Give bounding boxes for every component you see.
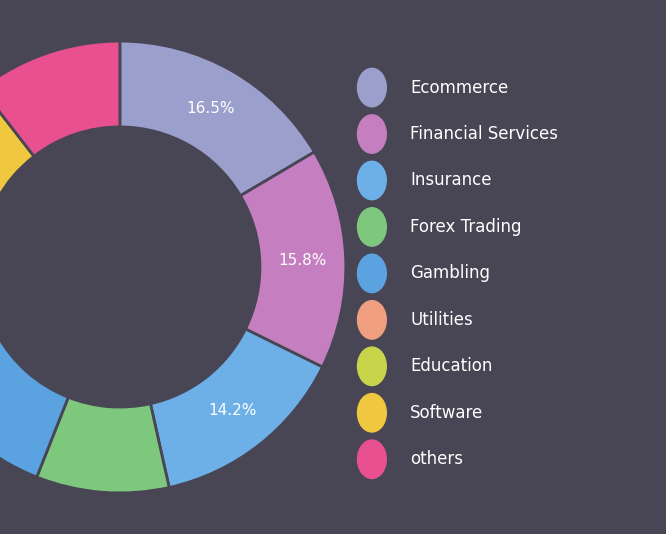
Circle shape [358, 394, 386, 432]
Text: Insurance: Insurance [410, 171, 492, 190]
Circle shape [358, 208, 386, 246]
Circle shape [358, 347, 386, 386]
Circle shape [358, 301, 386, 339]
Text: others: others [410, 450, 464, 468]
Wedge shape [151, 329, 322, 488]
Text: 16.5%: 16.5% [186, 100, 235, 115]
Text: Financial Services: Financial Services [410, 125, 558, 143]
Text: Software: Software [410, 404, 484, 422]
Wedge shape [0, 41, 120, 156]
Circle shape [358, 115, 386, 153]
Circle shape [358, 161, 386, 200]
Wedge shape [120, 41, 314, 195]
Circle shape [358, 254, 386, 293]
Text: Utilities: Utilities [410, 311, 473, 329]
Text: 14.2%: 14.2% [208, 403, 257, 418]
Circle shape [358, 68, 386, 107]
Text: Gambling: Gambling [410, 264, 490, 282]
Text: Ecommerce: Ecommerce [410, 78, 509, 97]
Text: 15.8%: 15.8% [278, 253, 327, 268]
Wedge shape [0, 89, 34, 200]
Wedge shape [37, 397, 169, 493]
Circle shape [358, 440, 386, 478]
Wedge shape [0, 334, 69, 477]
Text: Education: Education [410, 357, 493, 375]
Text: Forex Trading: Forex Trading [410, 218, 521, 236]
Wedge shape [240, 152, 346, 367]
